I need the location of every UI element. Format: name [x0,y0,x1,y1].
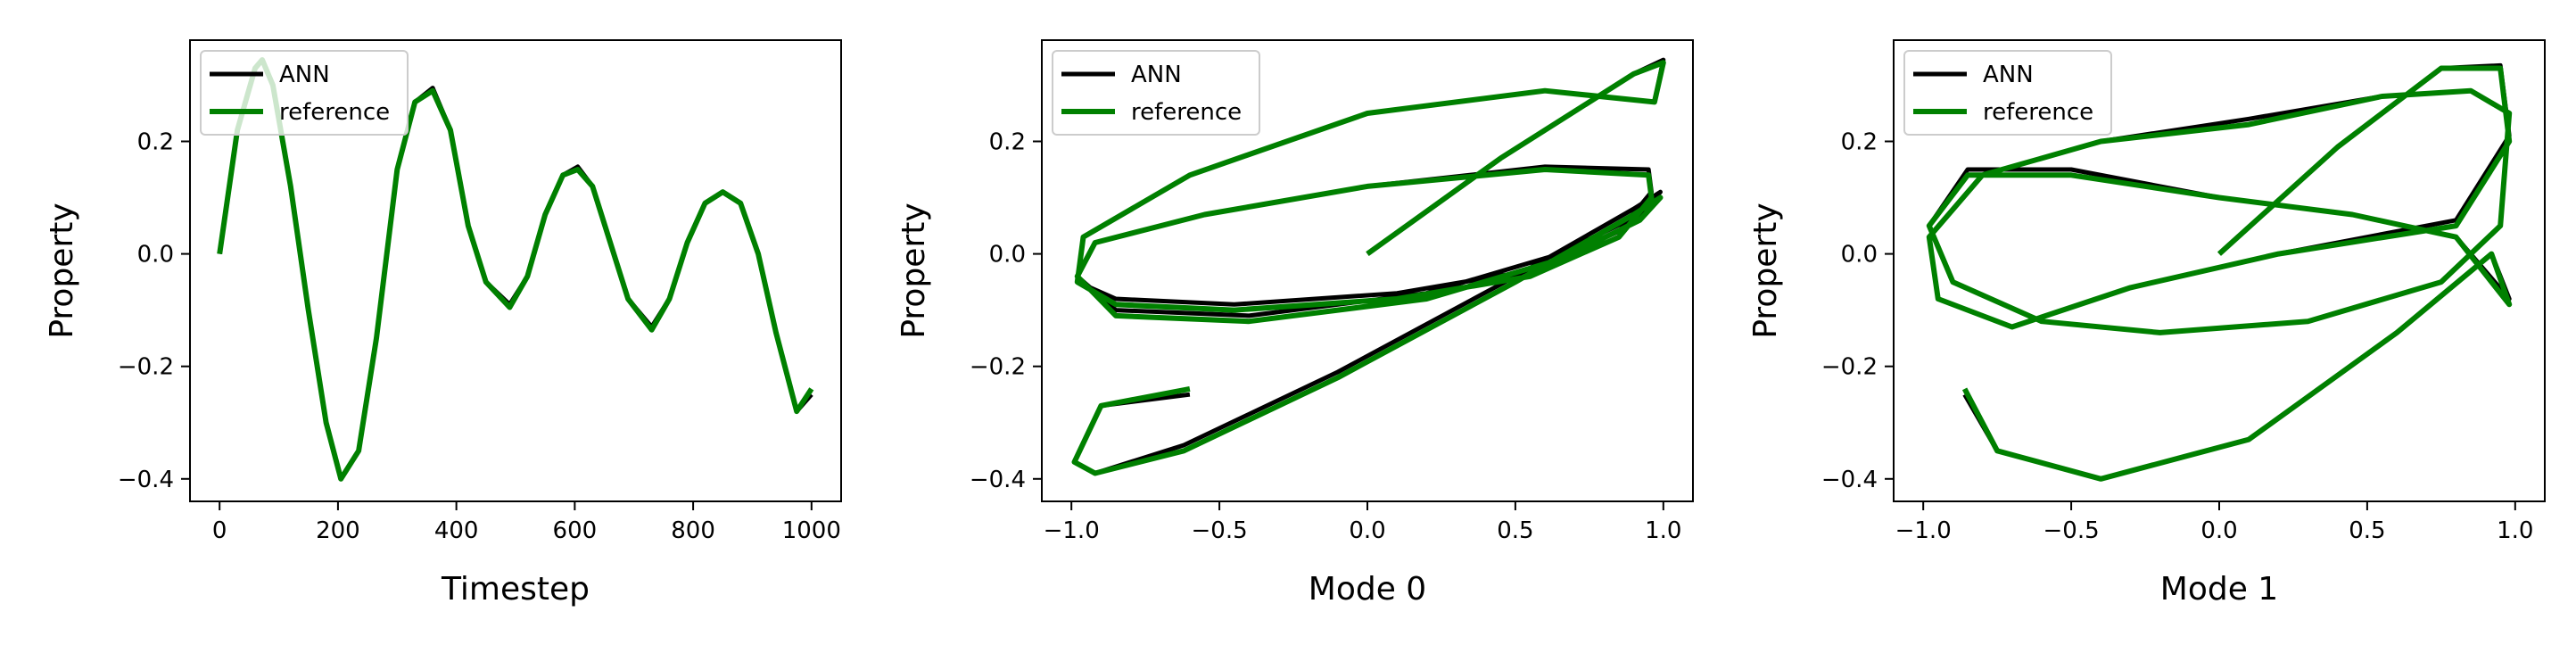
legend: ANN reference [1903,50,2112,136]
y-tick-label: 0.2 [1841,128,1878,155]
legend: ANN reference [1052,50,1260,136]
x-tick-label: 400 [434,517,479,544]
series-line-reference [1926,65,2513,482]
y-tick-label: −0.2 [118,354,174,381]
x-tick-label: 200 [316,517,360,544]
y-axis-label: Property [44,203,80,338]
chart-panel-3: −1.0 −0.5 0.0 0.5 1.0 −0.4 −0.2 0.0 0.2 Mode 1 Pro… [1747,39,2546,608]
x-axis-label: Timestep [441,571,590,608]
x-tick-label: −0.5 [1192,517,1248,544]
y-axis-label: Property [896,203,932,338]
x-tick-label: −1.0 [1895,517,1952,544]
y-tick-label: 0.0 [989,242,1026,269]
y-tick-label: 0.2 [137,128,174,155]
legend: ANN reference [200,50,409,136]
x-tick-label: 1.0 [1645,517,1681,544]
x-axis-label: Mode 1 [2160,571,2278,608]
x-tick-label: 0.0 [2200,517,2237,544]
y-tick-label: −0.4 [1821,467,1878,493]
y-tick-label: 0.0 [1841,242,1878,269]
legend-label-ann: ANN [1983,62,2034,88]
x-axis-label: Mode 0 [1309,571,1426,608]
series-line-reference [1071,60,1666,476]
x-tick-label: 600 [553,517,598,544]
x-tick-label: 0.5 [1497,517,1533,544]
x-tick-label: 0 [212,517,227,544]
y-tick-label: 0.0 [137,242,174,269]
x-tick-label: 0.0 [1349,517,1385,544]
legend-label-ann: ANN [1131,62,1182,88]
x-tick-label: 0.5 [2349,517,2385,544]
y-tick-label: −0.2 [1821,354,1878,381]
y-tick-label: 0.2 [989,128,1026,155]
y-axis-label: Property [1747,203,1784,338]
legend-label-reference: reference [1131,99,1242,126]
y-tick-label: −0.4 [970,467,1026,493]
x-tick-label: 1.0 [2497,517,2533,544]
series-line-reference [217,57,814,482]
chart-panel-2: −1.0 −0.5 0.0 0.5 1.0 −0.4 −0.2 0.0 0.2 Mode 0 Pro… [896,39,1694,608]
y-tick-label: −0.4 [118,467,174,493]
x-tick-label: 1000 [782,517,841,544]
legend-label-ann: ANN [279,62,330,88]
legend-label-reference: reference [279,99,390,126]
x-tick-label: −1.0 [1044,517,1100,544]
chart-panel-1: 0 200 400 600 800 1000 −0.4 −0.2 0.0 0.2 Timestep P… [44,39,842,608]
plot-frame [189,39,842,502]
x-tick-label: −0.5 [2043,517,2100,544]
legend-label-reference: reference [1983,99,2093,126]
x-tick-label: 800 [671,517,715,544]
y-tick-label: −0.2 [970,354,1026,381]
